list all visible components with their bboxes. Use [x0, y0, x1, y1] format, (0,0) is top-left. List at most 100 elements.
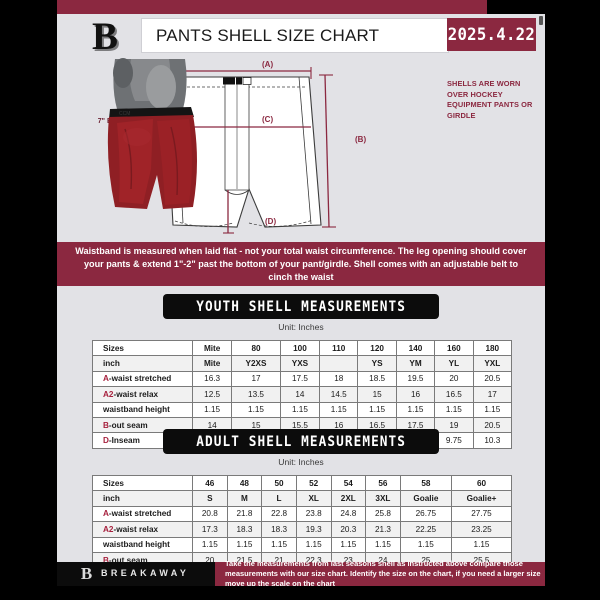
- measurement-cell: 1.15: [451, 536, 512, 553]
- row-code: D: [103, 436, 109, 446]
- pants-line-drawing-icon: [145, 67, 336, 234]
- shell-photo-note: SHELLS ARE WORN OVER HOCKEY EQUIPMENT PA…: [447, 79, 533, 120]
- column-header-cell: 160: [434, 339, 474, 357]
- row-label: A2-waist relax: [92, 521, 193, 538]
- column-header-cell: 60: [451, 474, 512, 492]
- measurement-cell: 14: [279, 386, 321, 403]
- measurement-cell: 18.3: [226, 521, 263, 538]
- column-header-cell: 110: [319, 339, 359, 357]
- measurement-cell: 1.15: [226, 536, 263, 553]
- measurement-cell: 23.25: [451, 521, 512, 538]
- diagram-label-d: (D): [265, 217, 277, 226]
- page-title: PANTS SHELL SIZE CHART: [141, 18, 449, 53]
- measurement-cell: 19: [434, 416, 474, 434]
- measurement-cell: 16.3: [191, 370, 233, 388]
- measurement-cell: 18: [319, 370, 359, 388]
- column-header-cell: 180: [472, 339, 513, 357]
- scrollbar-thumb[interactable]: [539, 16, 543, 25]
- date-badge: 2025.4.22: [447, 18, 536, 51]
- footer-logo-icon: B: [80, 564, 92, 583]
- measurement-cell: 13.5: [231, 386, 281, 403]
- measurement-cell: 1.15: [395, 401, 436, 418]
- table-row: inch Mite Y2XS YXS YS YM YL YXL: [92, 355, 513, 372]
- row-label: Sizes: [92, 474, 193, 492]
- footer-note: Take the measurements from last seasons …: [215, 559, 545, 586]
- column-header-cell: YS: [357, 355, 397, 372]
- measurement-cell: 20.3: [330, 521, 367, 538]
- measurement-cell: 27.75: [451, 505, 512, 523]
- measurement-cell: 19.5: [395, 370, 436, 388]
- column-header-cell: 56: [365, 474, 401, 492]
- breakaway-logo-icon: B: [91, 15, 118, 58]
- measurement-cell: 17.5: [279, 370, 321, 388]
- adult-unit-label: Unit: Inches: [278, 457, 324, 467]
- diagram-label-b: (B): [355, 135, 367, 144]
- table-row: waistband height 1.15 1.15 1.15 1.15 1.15 1.15…: [92, 536, 512, 553]
- measurement-cell: 21.3: [365, 521, 401, 538]
- measurement-cell: 12.5: [191, 386, 233, 403]
- youth-section-pill: YOUTH SHELL MEASUREMENTS: [163, 294, 439, 319]
- column-header-cell: 52: [295, 474, 332, 492]
- column-header-cell: 3XL: [365, 490, 401, 507]
- column-header-cell: YL: [434, 355, 474, 372]
- measurement-cell: 24.8: [330, 505, 367, 523]
- diagram-label-a: (A): [262, 60, 274, 69]
- measurement-cell: 15: [357, 386, 397, 403]
- table-row: waistband height 1.15 1.15 1.15 1.15 1.15 1.15…: [92, 401, 513, 418]
- top-accent-bar: [57, 0, 487, 14]
- measurement-cell: 18.3: [261, 521, 297, 538]
- column-header-cell: Goalie+: [451, 490, 512, 507]
- adult-section-pill: ADULT SHELL MEASUREMENTS: [163, 429, 439, 454]
- column-header-cell: 140: [395, 339, 436, 357]
- column-header-cell: XL: [295, 490, 332, 507]
- column-header-cell: M: [226, 490, 263, 507]
- row-label: A2-waist relax: [92, 386, 193, 403]
- measurement-diagram: 7" BELOW WAIST (A) (B) (C) (D) CCM SHELL: [57, 57, 545, 237]
- column-header-cell: 80: [231, 339, 281, 357]
- youth-unit-label: Unit: Inches: [278, 322, 324, 332]
- measurement-cell: 10.3: [472, 432, 513, 449]
- measurement-cell: 20: [434, 370, 474, 388]
- page-title-text: PANTS SHELL SIZE CHART: [156, 25, 380, 45]
- measurement-cell: 25.8: [365, 505, 401, 523]
- measurement-cell: 1.15: [472, 401, 513, 418]
- table-row: A-waist stretched 16.3 17 17.5 18 18.5 19.5 20 2…: [92, 370, 513, 388]
- column-header-cell: 2XL: [330, 490, 367, 507]
- measurement-instruction-banner: Waistband is measured when laid flat - n…: [57, 242, 545, 286]
- column-header-cell: Goalie: [399, 490, 453, 507]
- measurement-cell: 1.15: [330, 536, 367, 553]
- table-row: A-waist stretched 20.8 21.8 22.8 23.8 24.8 25.…: [92, 505, 512, 523]
- column-header-cell: 50: [261, 474, 297, 492]
- adult-section-header: ADULT SHELL MEASUREMENTS Unit: Inches: [57, 429, 545, 467]
- banner-text: Waistband is measured when laid flat - n…: [75, 245, 527, 282]
- table-row: Sizes 46 48 50 52 54 56 58 60: [92, 474, 512, 492]
- measurement-cell: 26.75: [399, 505, 453, 523]
- shell-product-photo: CCM: [107, 58, 197, 209]
- column-header-cell: Mite: [191, 355, 233, 372]
- chart-footer: B BREAKAWAY Take the measurements from l…: [57, 559, 545, 586]
- measurement-cell: 1.15: [434, 401, 474, 418]
- column-header-cell: 46: [192, 474, 228, 492]
- measurement-cell: 22.25: [399, 521, 453, 538]
- column-header-cell: 48: [226, 474, 263, 492]
- measurement-cell: 16.5: [357, 416, 397, 434]
- measurement-cell: 23.8: [295, 505, 332, 523]
- row-code: A2: [103, 524, 114, 534]
- measurement-cell: 1.15: [231, 401, 281, 418]
- measurement-cell: 16.5: [434, 386, 474, 403]
- row-code: B: [103, 555, 109, 565]
- measurement-cell: 1.15: [365, 536, 401, 553]
- svg-text:CCM: CCM: [119, 111, 130, 117]
- column-header-cell: 54: [330, 474, 367, 492]
- row-label: waistband height: [92, 536, 193, 553]
- column-header-cell: YXS: [279, 355, 321, 372]
- measurement-cell: 1.15: [319, 401, 359, 418]
- chart-sheet: B PANTS SHELL SIZE CHART 2025.4.22: [57, 14, 545, 586]
- table-row: A2-waist relax 12.5 13.5 14 14.5 15 16 16.5 17: [92, 386, 513, 403]
- footer-brand-name: BREAKAWAY: [101, 568, 190, 578]
- chart-header: B PANTS SHELL SIZE CHART 2025.4.22: [57, 14, 545, 58]
- row-code: B: [103, 420, 109, 430]
- row-code: A: [103, 509, 109, 519]
- column-header-cell: S: [192, 490, 228, 507]
